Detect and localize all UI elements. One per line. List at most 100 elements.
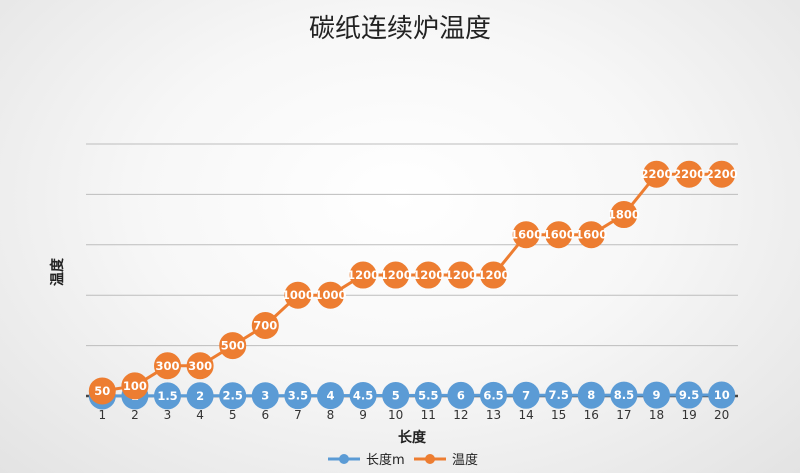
data-point: [121, 372, 149, 400]
x-tick-label: 17: [616, 408, 631, 422]
data-point: [610, 201, 638, 229]
x-tick-label: 3: [164, 408, 172, 422]
data-label: 300: [188, 359, 212, 373]
data-label: 6: [457, 388, 465, 402]
x-tick-label: 16: [584, 408, 599, 422]
data-label: 1600: [575, 228, 607, 242]
data-label: 1200: [347, 268, 379, 282]
data-point: [284, 382, 312, 410]
data-label: 6.5: [483, 388, 503, 402]
x-tick-label: 9: [359, 408, 367, 422]
chart-title: 碳纸连续炉温度: [309, 14, 491, 44]
data-label: 4.5: [353, 389, 373, 403]
data-label: 3: [261, 389, 269, 403]
data-label: 9.5: [679, 388, 699, 402]
data-label: 10: [714, 388, 730, 402]
series-1: 0.511.522.533.544.555.566.577.588.599.51…: [88, 381, 736, 410]
legend-marker: [425, 454, 435, 464]
data-label: 1800: [608, 208, 640, 222]
data-point: [251, 382, 279, 410]
data-point: [88, 377, 116, 405]
data-label: 9: [652, 388, 660, 402]
data-label: 7.5: [549, 388, 569, 402]
data-point: [284, 281, 312, 309]
x-tick-label: 15: [551, 408, 566, 422]
data-label: 1600: [543, 228, 575, 242]
data-point: [643, 160, 670, 188]
data-label: 5: [392, 388, 400, 402]
data-point: [154, 352, 181, 380]
data-point: [317, 382, 344, 410]
data-point: [643, 381, 670, 409]
data-point: [708, 160, 736, 188]
data-point: [545, 381, 573, 409]
data-label: 1200: [412, 268, 444, 282]
data-label: 1000: [282, 288, 314, 302]
data-point: [480, 261, 507, 289]
data-label: 1200: [380, 268, 412, 282]
legend[interactable]: 长度m 温度: [328, 452, 478, 468]
data-label: 7: [522, 388, 530, 402]
y-axis-title: 温度: [49, 257, 66, 286]
data-point: [382, 261, 410, 289]
legend-item[interactable]: 温度: [414, 452, 478, 468]
data-label: 1.5: [157, 389, 177, 403]
x-tick-label: 5: [229, 408, 237, 422]
data-label: 500: [221, 339, 245, 353]
data-label: 50: [94, 384, 110, 398]
data-point: [219, 332, 247, 360]
x-tick-label: 6: [261, 408, 269, 422]
data-label: 1200: [445, 268, 477, 282]
data-label: 2200: [640, 167, 672, 181]
data-label: 700: [253, 318, 277, 332]
data-point: [577, 221, 605, 249]
data-point: [577, 381, 605, 409]
data-label: 8: [587, 388, 595, 402]
legend-label: 长度m: [366, 452, 405, 468]
x-tick-label: 1: [98, 408, 106, 422]
data-label: 2200: [673, 167, 705, 181]
data-point: [708, 381, 736, 409]
data-point: [349, 382, 377, 410]
data-point: [545, 221, 573, 249]
data-point: [186, 352, 214, 380]
data-label: 8.5: [614, 388, 634, 402]
x-tick-label: 10: [388, 408, 403, 422]
data-point: [186, 382, 214, 410]
x-tick-label: 4: [196, 408, 204, 422]
data-point: [512, 221, 540, 249]
gridlines: [86, 143, 738, 347]
data-point: [219, 382, 247, 410]
data-point: [447, 381, 475, 409]
x-tick-label: 8: [327, 408, 335, 422]
data-label: 4: [326, 389, 334, 403]
series-layer: 0.511.522.533.544.555.566.577.588.599.51…: [88, 160, 738, 410]
data-label: 2.5: [223, 389, 243, 403]
data-label: 2: [196, 389, 204, 403]
x-tick-label: 7: [294, 408, 302, 422]
x-tick-label: 11: [421, 408, 436, 422]
x-tick-label: 2: [131, 408, 139, 422]
legend-label: 温度: [452, 452, 478, 468]
data-point: [480, 381, 507, 409]
data-label: 3.5: [288, 389, 308, 403]
x-tick-label: 19: [681, 408, 696, 422]
data-point: [414, 381, 442, 409]
data-label: 2200: [706, 167, 738, 181]
x-tick-label: 18: [649, 408, 664, 422]
data-label: 1000: [314, 288, 346, 302]
x-tick-labels: 1 2 3 4 5 6 7 8 9 10 11 12 13 14 15 16 17 18 19 20: [98, 408, 729, 422]
data-label: 1200: [477, 268, 509, 282]
legend-marker: [339, 454, 349, 464]
data-point: [317, 281, 344, 309]
data-point: [154, 382, 181, 410]
data-point: [512, 381, 540, 409]
data-label: 300: [155, 359, 179, 373]
data-point: [251, 311, 279, 339]
legend-item[interactable]: 长度m: [328, 452, 405, 468]
data-label: 5.5: [418, 388, 438, 402]
data-point: [610, 381, 638, 409]
data-point: [414, 261, 442, 289]
